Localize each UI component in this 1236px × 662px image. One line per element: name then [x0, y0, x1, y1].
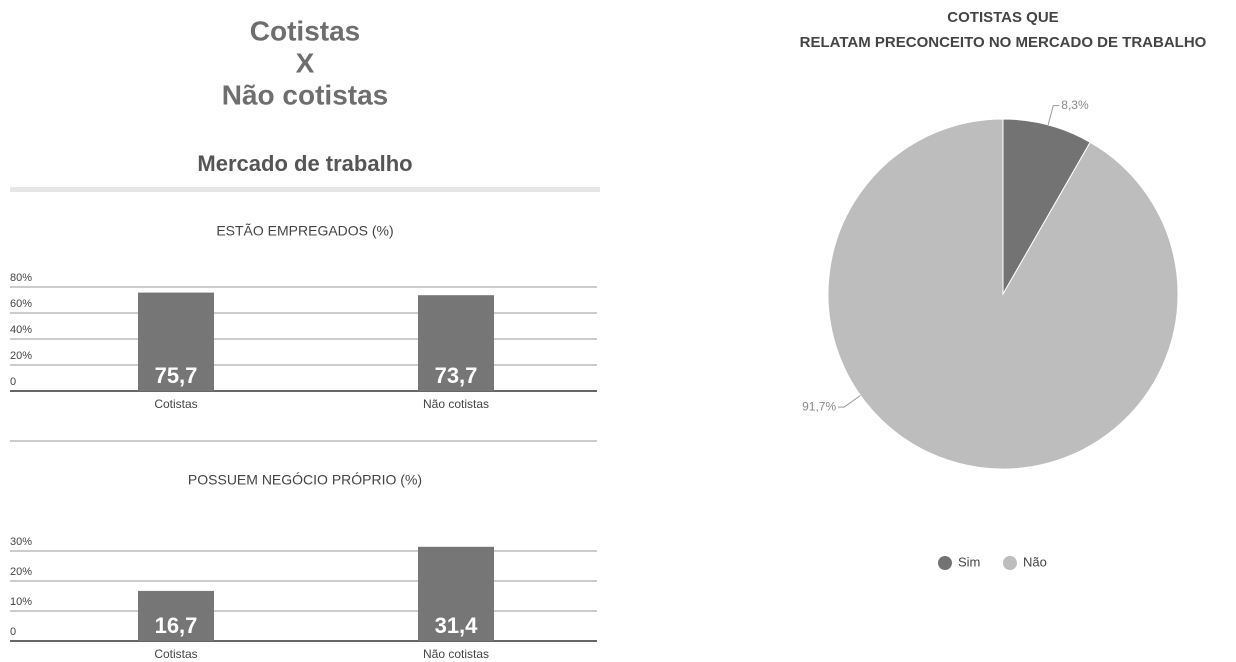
chart-title: COTISTAS QUE: [947, 9, 1058, 26]
x-tick-label: Cotistas: [154, 647, 197, 661]
legend-marker: [938, 556, 952, 570]
legend-label: Sim: [958, 554, 980, 569]
legend-label: Não: [1023, 554, 1047, 569]
y-tick-label: 30%: [10, 536, 32, 548]
pie-slice: [828, 119, 1178, 469]
value-label: 91,7%: [802, 399, 836, 413]
y-tick-label: 20%: [10, 350, 32, 362]
y-tick-label: 20%: [10, 566, 32, 578]
y-tick-label: 40%: [10, 324, 32, 336]
subtitle: Mercado de trabalho: [197, 151, 412, 176]
page-title: Não cotistas: [222, 79, 389, 110]
value-label: 31,4: [435, 613, 479, 638]
value-label: 8,3%: [1061, 98, 1089, 112]
y-tick-label: 10%: [10, 596, 32, 608]
y-tick-label: 80%: [10, 272, 32, 284]
value-label: 73,7: [435, 363, 478, 388]
x-tick-label: Não cotistas: [423, 397, 489, 411]
y-tick-label: 0: [10, 626, 16, 638]
value-label: 16,7: [155, 613, 198, 638]
page: Cotistas X Não cotistas Mercado de traba…: [0, 0, 1236, 662]
legend-marker: [1003, 556, 1017, 570]
separator: [10, 187, 600, 192]
x-tick-label: Cotistas: [154, 397, 197, 411]
leader-line: [838, 395, 860, 407]
page-title: X: [296, 47, 315, 78]
y-tick-label: 0: [10, 376, 16, 388]
y-tick-label: 60%: [10, 298, 32, 310]
leader-line: [1048, 106, 1059, 125]
x-tick-label: Não cotistas: [423, 647, 489, 661]
chart-title: POSSUEM NEGÓCIO PRÓPRIO (%): [188, 472, 422, 488]
chart-title: ESTÃO EMPREGADOS (%): [216, 223, 393, 239]
value-label: 75,7: [155, 363, 198, 388]
chart-title: RELATAM PRECONCEITO NO MERCADO DE TRABAL…: [800, 34, 1207, 51]
page-title: Cotistas: [250, 15, 360, 46]
